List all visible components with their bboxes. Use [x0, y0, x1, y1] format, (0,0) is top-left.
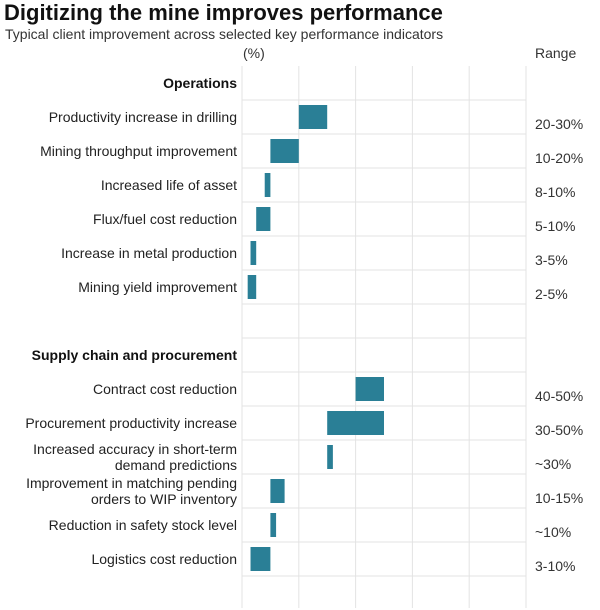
- category-label: Productivity increase in drilling: [49, 109, 237, 125]
- range-bar: [355, 377, 384, 401]
- range-bar: [270, 479, 285, 503]
- range-bar: [327, 411, 384, 435]
- category-label: Increased life of asset: [101, 177, 237, 193]
- range-bar: [298, 105, 328, 129]
- range-bar: [270, 513, 277, 537]
- category-label: Mining yield improvement: [78, 279, 237, 295]
- category-label: Improvement in matching pending orders to…: [26, 475, 237, 507]
- range-label: 10-20%: [535, 150, 583, 166]
- range-bar: [264, 173, 271, 197]
- chart-subtitle: Typical client improvement across select…: [5, 26, 444, 42]
- category-label: Contract cost reduction: [93, 381, 237, 397]
- chart-title: Digitizing the mine improves performance: [4, 0, 443, 25]
- range-label: 2-5%: [535, 286, 568, 302]
- range-label: 20-30%: [535, 116, 583, 132]
- category-label: Reduction in safety stock level: [49, 517, 237, 533]
- range-bar: [247, 275, 257, 299]
- grid: [241, 66, 527, 608]
- section-label: Supply chain and procurement: [32, 347, 238, 363]
- category-label: Flux/fuel cost reduction: [93, 211, 237, 227]
- range-label: 3-5%: [535, 252, 568, 268]
- range-bar: [250, 547, 271, 571]
- unit-label: (%): [243, 45, 265, 61]
- range-bar: [250, 241, 257, 265]
- range-header: Range: [535, 45, 577, 61]
- range-label: 30-50%: [535, 422, 583, 438]
- range-bar: [256, 207, 271, 231]
- category-label: Procurement productivity increase: [25, 415, 237, 431]
- category-label: Increase in metal production: [61, 245, 237, 261]
- section-label: Operations: [163, 75, 237, 91]
- range-label: ~10%: [535, 524, 571, 540]
- range-label: 8-10%: [535, 184, 575, 200]
- range-bar: [327, 445, 333, 469]
- category-label: Mining throughput improvement: [40, 143, 237, 159]
- category-label: Increased accuracy in short-term demand p…: [33, 441, 237, 473]
- category-label: Logistics cost reduction: [91, 551, 237, 567]
- range-label: 5-10%: [535, 218, 575, 234]
- range-label: ~30%: [535, 456, 571, 472]
- range-label: 3-10%: [535, 558, 575, 574]
- range-label: 40-50%: [535, 388, 583, 404]
- range-label: 10-15%: [535, 490, 583, 506]
- range-bar: [270, 139, 299, 163]
